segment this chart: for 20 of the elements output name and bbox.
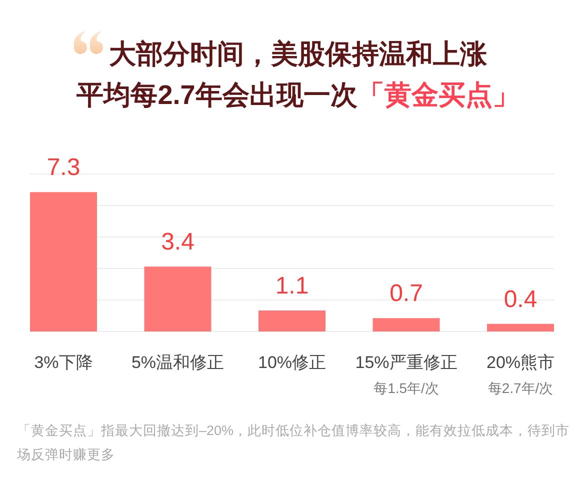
data-label: 7.3 <box>46 154 80 182</box>
data-label: 0.7 <box>390 280 423 308</box>
x-tick-label: 5%温和修正 <box>131 353 224 372</box>
text: 「黄金买点」指最大回撤达到–20%，此时低位补仓值博率较高，能有效拉低成本，待到市场反弹时赚更多 <box>17 422 571 464</box>
bar <box>144 266 212 332</box>
chart-title: 大部分时间，美股保持温和上涨 <box>109 39 487 69</box>
text: 每1.5年/次 <box>374 380 439 396</box>
data-label: 0.4 <box>504 286 538 313</box>
x-tick-label: 10%修正 <box>258 353 326 372</box>
bar <box>487 324 554 332</box>
x-tick-label: 20%熊市 <box>486 353 555 372</box>
chart-subtitle: 平均每2.7年会出现一次「黄金买点」 <box>76 80 520 110</box>
bar <box>30 192 97 332</box>
bar <box>258 310 326 332</box>
data-label: 1.1 <box>275 272 309 300</box>
x-tick-label: 3%下降 <box>34 353 93 372</box>
data-label: 3.4 <box>161 228 194 256</box>
x-tick-label: 15%严重修正 <box>355 353 458 372</box>
text: 每2.7年/次 <box>488 380 554 396</box>
bar <box>372 318 440 332</box>
